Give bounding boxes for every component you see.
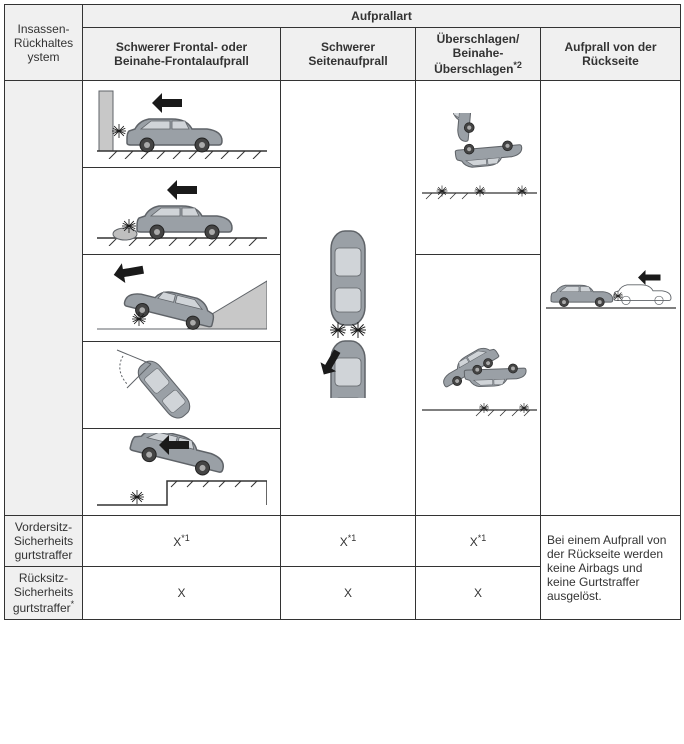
cell-front-rollover: X*1 (416, 516, 541, 567)
cell-rear-frontal: X (83, 567, 281, 620)
illus-underride (83, 255, 281, 342)
header-col1: Schwerer Frontal- oder Beinahe-Frontalau… (83, 28, 281, 81)
illus-drop-nose (83, 429, 281, 516)
row-rear-seat-pretensioner: Rücksitz-Sicherheitsgurtstraffer* (5, 567, 83, 620)
illus-rollover-1 (416, 81, 541, 255)
header-group: Aufprallart (83, 5, 681, 28)
illus-frontal-pole (83, 168, 281, 255)
header-col3: Überschlagen/ Beinahe-Überschlagen*2 (416, 28, 541, 81)
cell-front-frontal: X*1 (83, 516, 281, 567)
header-col4: Aufprall von der Rückseite (541, 28, 681, 81)
illus-side-impact (281, 81, 416, 516)
header-col0: Insassen-Rückhaltesystem (5, 5, 83, 81)
illus-rear-impact (541, 81, 681, 516)
row-front-seat-pretensioner: Vordersitz-Sicherheitsgurtstraffer (5, 516, 83, 567)
impact-table: Insassen-Rückhaltesystem Aufprallart Sch… (4, 4, 681, 620)
illus-rowhead (5, 81, 83, 516)
cell-rear-side: X (281, 567, 416, 620)
cell-front-side: X*1 (281, 516, 416, 567)
cell-rear-rollover: X (416, 567, 541, 620)
header-col2: Schwerer Seitenaufprall (281, 28, 416, 81)
illus-rollover-2 (416, 255, 541, 516)
illus-frontal-wall (83, 81, 281, 168)
cell-rear-impact-note: Bei einem Aufprall von der Rückseite wer… (541, 516, 681, 620)
illus-oblique-topview (83, 342, 281, 429)
